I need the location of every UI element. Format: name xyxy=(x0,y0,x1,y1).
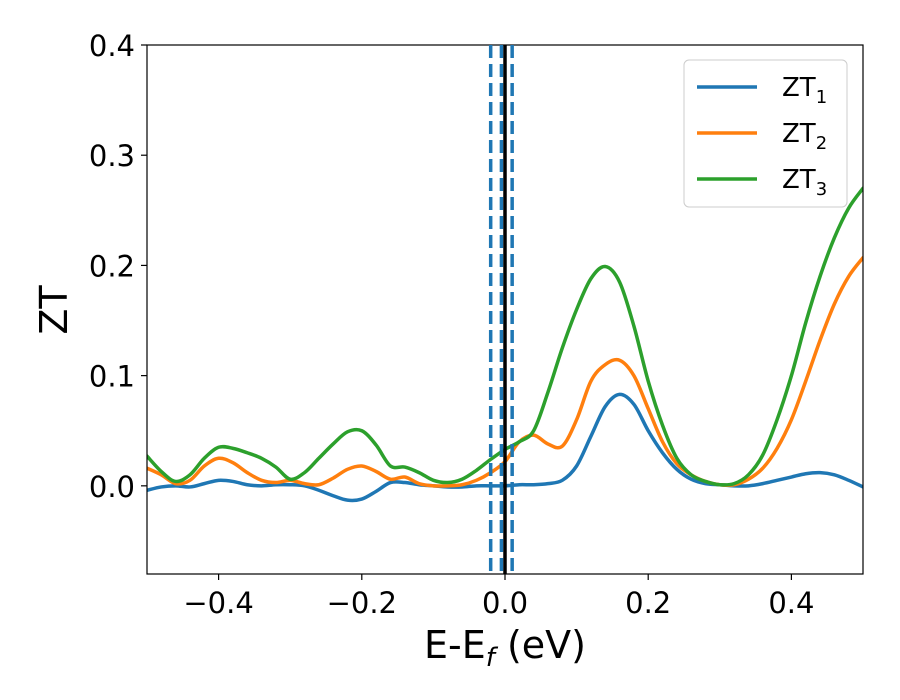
x-tick-label: −0.2 xyxy=(327,586,397,620)
x-tick-label: 0.2 xyxy=(625,586,671,620)
x-axis-label: E-Ef (eV) xyxy=(424,623,586,673)
legend-label-zt2: ZT2 xyxy=(782,119,827,154)
x-tick-label: 0.0 xyxy=(482,586,528,620)
x-axis-ticks: −0.4 −0.2 0.0 0.2 0.4 xyxy=(183,574,814,620)
legend-label-zt3: ZT3 xyxy=(782,165,827,200)
legend-box xyxy=(683,59,848,208)
legend: ZT1 ZT2 ZT3 xyxy=(683,59,848,208)
legend-label-zt1: ZT1 xyxy=(782,73,827,108)
y-tick-label: 0.3 xyxy=(89,139,135,173)
y-tick-label: 0.1 xyxy=(89,360,135,394)
y-axis-label: ZT xyxy=(32,285,76,335)
fermi-level-lines xyxy=(488,45,514,574)
y-axis-ticks: 0.0 0.1 0.2 0.3 0.4 xyxy=(89,29,147,504)
y-tick-label: 0.4 xyxy=(89,29,135,63)
x-tick-label: −0.4 xyxy=(183,586,253,620)
y-tick-label: 0.2 xyxy=(89,249,135,283)
y-tick-label: 0.0 xyxy=(89,470,135,504)
x-tick-label: 0.4 xyxy=(768,586,814,620)
